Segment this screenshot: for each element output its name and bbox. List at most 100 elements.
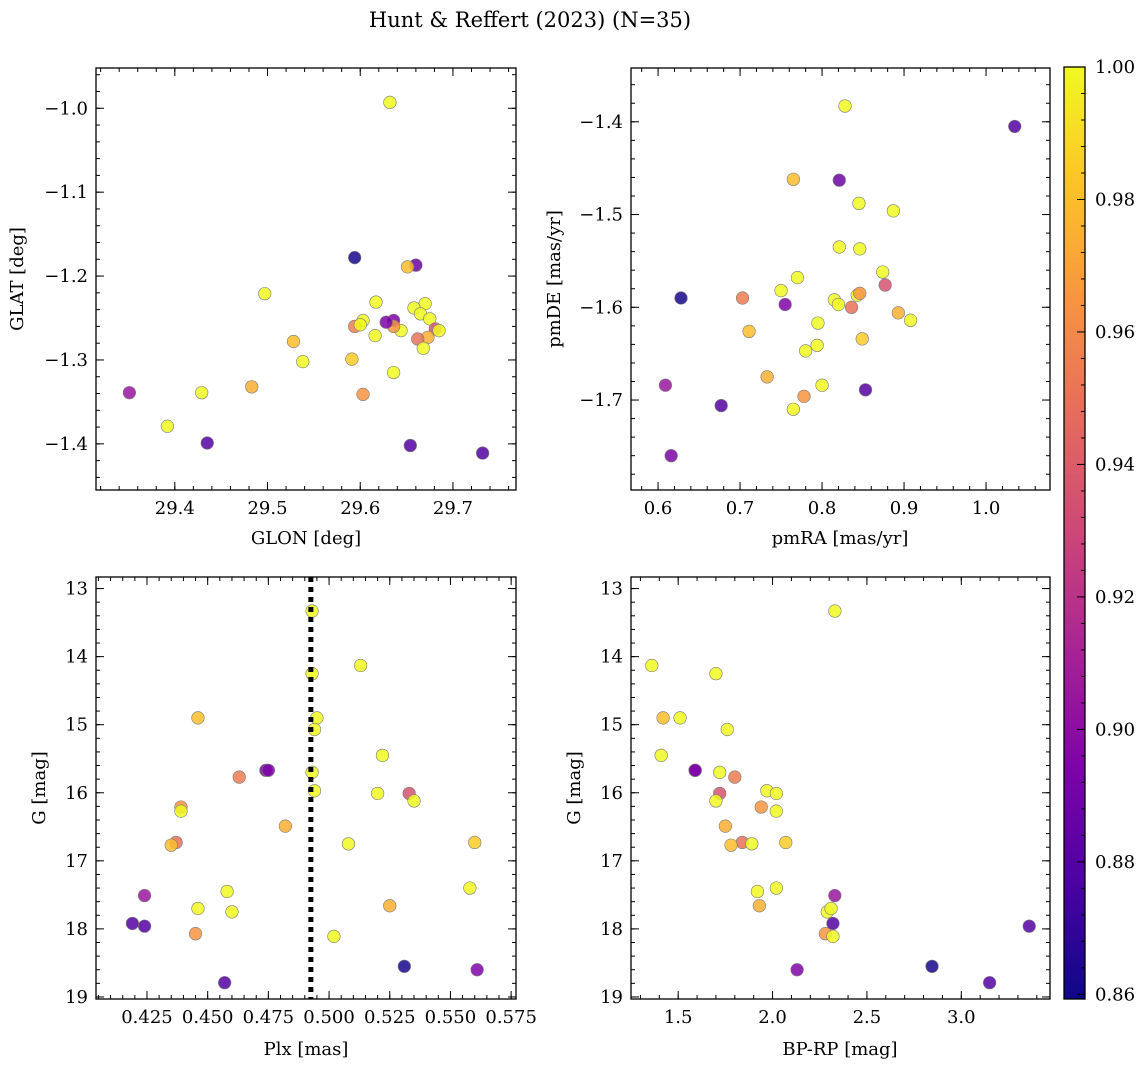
colorbar-tick-label: 0.90 bbox=[1095, 719, 1135, 740]
y-tick-label: −1.5 bbox=[579, 205, 623, 226]
xlabel-pm: pmRA [mas/yr] bbox=[772, 528, 909, 549]
data-point bbox=[844, 300, 859, 314]
data-point bbox=[368, 329, 382, 343]
ticks-plx: 0.425 0.450 0.475 0.500 0.525 0.550 0.575 13 14 1… bbox=[65, 577, 537, 1028]
colorbar: 0.86 0.88 0.90 0.92 0.94 0.96 0.98 1.00 bbox=[1063, 57, 1135, 1005]
data-point bbox=[673, 711, 687, 725]
data-point bbox=[403, 438, 417, 453]
colorbar-tick-label: 0.96 bbox=[1095, 322, 1135, 343]
data-point bbox=[468, 835, 482, 850]
data-point bbox=[400, 260, 415, 274]
x-tick-label: 1.0 bbox=[972, 498, 1001, 519]
figure-title: Hunt & Reffert (2023) (N=35) bbox=[369, 8, 691, 32]
data-point bbox=[375, 748, 390, 762]
xlabel-plx: Plx [mas] bbox=[264, 1039, 349, 1060]
data-point bbox=[191, 711, 205, 725]
data-point bbox=[345, 352, 359, 366]
x-tick-label: 29.5 bbox=[247, 498, 287, 519]
data-point bbox=[752, 899, 766, 913]
data-point bbox=[379, 315, 393, 329]
y-tick-label: −1.1 bbox=[44, 182, 88, 203]
axes-frame-cmd bbox=[630, 576, 1051, 1000]
y-tick-label: 19 bbox=[600, 987, 623, 1008]
axes-frame-pm bbox=[630, 67, 1051, 491]
ticks-sky: 29.4 29.5 29.6 29.7 −1.4 −1.3 −1.2 −1.1 −1.0 bbox=[44, 68, 516, 519]
x-tick-label: 0.500 bbox=[303, 1007, 355, 1028]
y-tick-label: 16 bbox=[600, 783, 623, 804]
data-point bbox=[397, 959, 411, 973]
x-tick-label: 0.450 bbox=[182, 1007, 234, 1028]
data-point bbox=[824, 901, 838, 916]
data-point bbox=[855, 332, 869, 346]
x-tick-label: 0.8 bbox=[808, 498, 837, 519]
points-sky bbox=[122, 95, 490, 460]
x-tick-label: 0.475 bbox=[243, 1007, 295, 1028]
x-tick-label: 29.6 bbox=[340, 498, 380, 519]
data-point bbox=[278, 819, 292, 833]
panel-plx: 0.425 0.450 0.475 0.500 0.525 0.550 0.575 13 14 1… bbox=[29, 576, 537, 1060]
data-point bbox=[709, 667, 723, 681]
ticks-cmd: 1.5 2.0 2.5 3.0 13 14 15 16 17 18 19 bbox=[600, 577, 1050, 1028]
y-tick-label: 13 bbox=[65, 579, 88, 600]
data-point bbox=[307, 722, 322, 737]
ylabel-plx: G [mag] bbox=[29, 751, 50, 824]
data-point bbox=[245, 380, 259, 394]
x-tick-label: 0.550 bbox=[425, 1007, 477, 1028]
data-point bbox=[654, 748, 668, 762]
y-tick-label: 13 bbox=[600, 579, 623, 600]
colorbar-tick-label: 0.98 bbox=[1095, 189, 1135, 210]
data-point bbox=[750, 884, 765, 899]
colorbar-tick-label: 0.88 bbox=[1095, 852, 1135, 873]
colorbar-tick-label: 1.00 bbox=[1095, 57, 1135, 78]
data-point bbox=[891, 306, 905, 320]
data-point bbox=[886, 204, 900, 218]
data-point bbox=[853, 286, 867, 300]
data-point bbox=[356, 387, 370, 401]
data-point bbox=[728, 770, 742, 784]
data-point bbox=[714, 399, 728, 413]
panel-cmd: 1.5 2.0 2.5 3.0 13 14 15 16 17 18 19 BP-RP [mag] G… bbox=[564, 576, 1051, 1060]
y-tick-label: 18 bbox=[65, 919, 88, 940]
data-point bbox=[718, 819, 732, 833]
data-point bbox=[1008, 119, 1022, 134]
y-tick-label: −1.3 bbox=[44, 350, 88, 371]
data-point bbox=[645, 658, 659, 673]
data-point bbox=[383, 95, 397, 109]
data-point bbox=[724, 838, 738, 852]
data-point bbox=[137, 888, 152, 903]
data-point bbox=[383, 899, 397, 913]
data-point bbox=[407, 794, 421, 808]
data-point bbox=[769, 804, 783, 818]
x-tick-label: 0.525 bbox=[364, 1007, 416, 1028]
data-point bbox=[790, 963, 804, 977]
data-point bbox=[826, 929, 840, 943]
data-point bbox=[195, 386, 209, 400]
data-point bbox=[831, 297, 846, 312]
data-point bbox=[348, 251, 362, 265]
xlabel-sky: GLON [deg] bbox=[251, 528, 361, 549]
colorbar-ticks: 0.86 0.88 0.90 0.92 0.94 0.96 0.98 1.00 bbox=[1077, 57, 1135, 1005]
ylabel-pm: pmDE [mas/yr] bbox=[544, 210, 565, 348]
y-tick-label: 17 bbox=[65, 851, 88, 872]
data-point bbox=[371, 786, 385, 801]
data-point bbox=[754, 800, 768, 814]
data-point bbox=[220, 884, 234, 899]
x-tick-label: 29.7 bbox=[433, 498, 473, 519]
data-point bbox=[878, 278, 892, 292]
data-point bbox=[778, 297, 792, 312]
data-point bbox=[387, 365, 401, 380]
data-point bbox=[826, 916, 840, 931]
y-tick-label: −1.2 bbox=[44, 266, 88, 287]
data-point bbox=[1022, 919, 1036, 933]
data-point bbox=[904, 313, 918, 327]
y-tick-label: 15 bbox=[65, 715, 88, 736]
data-point bbox=[218, 976, 232, 990]
data-point bbox=[832, 173, 846, 187]
data-point bbox=[828, 888, 842, 903]
data-point bbox=[797, 389, 811, 403]
data-point bbox=[232, 770, 246, 784]
y-tick-label: −1.4 bbox=[44, 434, 88, 455]
data-point bbox=[225, 905, 239, 919]
data-point bbox=[164, 838, 178, 852]
x-tick-label: 0.425 bbox=[121, 1007, 173, 1028]
